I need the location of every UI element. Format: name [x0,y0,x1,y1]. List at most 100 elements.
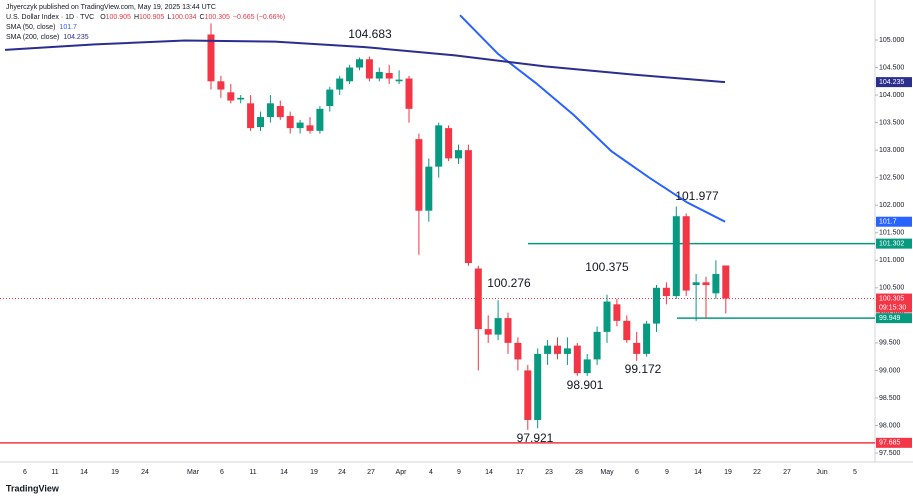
candle-body [286,115,294,129]
y-tick-label: 104.500 [879,64,904,71]
ohlc-value: 100.905 [139,14,164,21]
price-badge-label: 97.685 [879,440,901,447]
candle-body [336,78,344,90]
y-tick-label: 105.000 [879,37,904,44]
candle-body [623,320,631,341]
legend-name: SMA (50, close) [6,24,55,31]
x-tick-label: 19 [724,469,732,476]
change: −0.665 (−0.66%) [233,14,285,21]
candle-body [346,67,354,82]
ohlc-label: O [100,14,106,21]
ohlc-value: 100.305 [205,14,230,21]
x-tick-label: Mar [187,469,200,476]
y-tick-label: 100.500 [879,285,904,292]
x-tick-label: 6 [635,469,639,476]
price-badge-label: 101.302 [879,240,904,247]
price-badge-label: 104.235 [879,79,904,86]
candle-body [207,34,215,82]
candle-body [395,79,403,82]
candle-body [385,73,393,79]
candle-body [257,117,264,127]
candle-body [633,342,641,354]
candle-body [356,59,363,68]
x-tick-label: 11 [249,469,256,476]
x-tick-label: May [600,469,614,476]
x-tick-label: 14 [80,469,88,476]
ohlc-label: H [134,14,139,21]
candle-body [494,318,502,335]
publisher: Jhyerczyk published on TradingView.com, … [6,4,216,11]
price-badge-label: 101.7 [879,219,897,226]
price-badge-label: 99.949 [879,315,901,322]
x-tick-label: 19 [111,469,119,476]
footer-logo: TradingView [6,483,60,493]
candle-body [435,125,443,167]
candle-body [643,323,651,354]
candle-body [296,122,304,129]
candle-body [514,342,522,360]
candle-body [326,89,334,107]
candle-body [227,92,235,101]
x-tick-label: Apr [396,469,408,476]
candle-body [237,97,245,100]
y-tick-label: 97.500 [879,450,901,457]
x-tick-label: 28 [575,469,583,476]
candle-body [534,353,542,420]
x-tick-label: 4 [429,469,433,476]
candle-body [554,345,561,354]
sma-line [4,39,726,84]
y-tick-label: 101.000 [879,257,904,264]
x-tick-label: 11 [51,469,58,476]
x-tick-label: 9 [665,469,669,476]
x-tick-label: 27 [367,469,375,476]
x-tick-label: Jun [816,469,827,476]
candle-body [583,359,591,374]
x-tick-label: 24 [141,469,149,476]
candle-body [573,345,581,374]
x-tick-label: 27 [783,469,791,476]
price-badge [876,238,912,249]
y-tick-label: 99.000 [879,367,901,374]
candle-body [593,331,601,360]
y-tick-label: 101.500 [879,230,904,237]
price-annotation: 98.901 [567,378,604,392]
candle-body [405,78,413,109]
candle-body [306,125,314,131]
x-tick-label: 9 [457,469,461,476]
price-badge [876,293,912,313]
x-tick-label: 24 [338,469,346,476]
legend-entry: SMA (50, close) 101.7 [6,24,77,31]
candle-body [544,345,552,354]
ohlc-value: 100.905 [106,14,131,21]
candle-body [455,150,462,159]
candle-body [712,274,720,294]
sma-line [459,14,726,223]
y-tick-label: 104.000 [879,92,904,99]
candle-body [504,318,512,343]
candle-body [692,282,700,286]
candle-body [365,59,373,79]
candle-body [613,304,621,321]
candle-body [415,139,423,211]
y-tick-label: 98.500 [879,395,901,402]
ohlc-label: L [167,14,171,21]
candle-body [653,287,660,324]
price-annotation: 99.172 [625,362,662,376]
candle-body [217,81,225,90]
candle-body [464,150,472,264]
candle-body [425,166,433,211]
price-annotation: 100.276 [487,276,531,290]
y-tick-label: 103.000 [879,147,904,154]
x-tick-label: 14 [485,469,493,476]
candle-body [524,370,532,420]
x-tick-label: 17 [516,469,524,476]
ohlc-value: 100.034 [171,14,196,21]
legend-name: SMA (200, close) [6,34,59,41]
x-tick-label: 14 [694,469,702,476]
candle-body [316,108,324,131]
x-tick-label: 23 [545,469,553,476]
candle-body [445,128,453,159]
y-tick-label: 103.500 [879,119,904,126]
candle-body [266,103,274,118]
y-tick-label: 102.000 [879,202,904,209]
